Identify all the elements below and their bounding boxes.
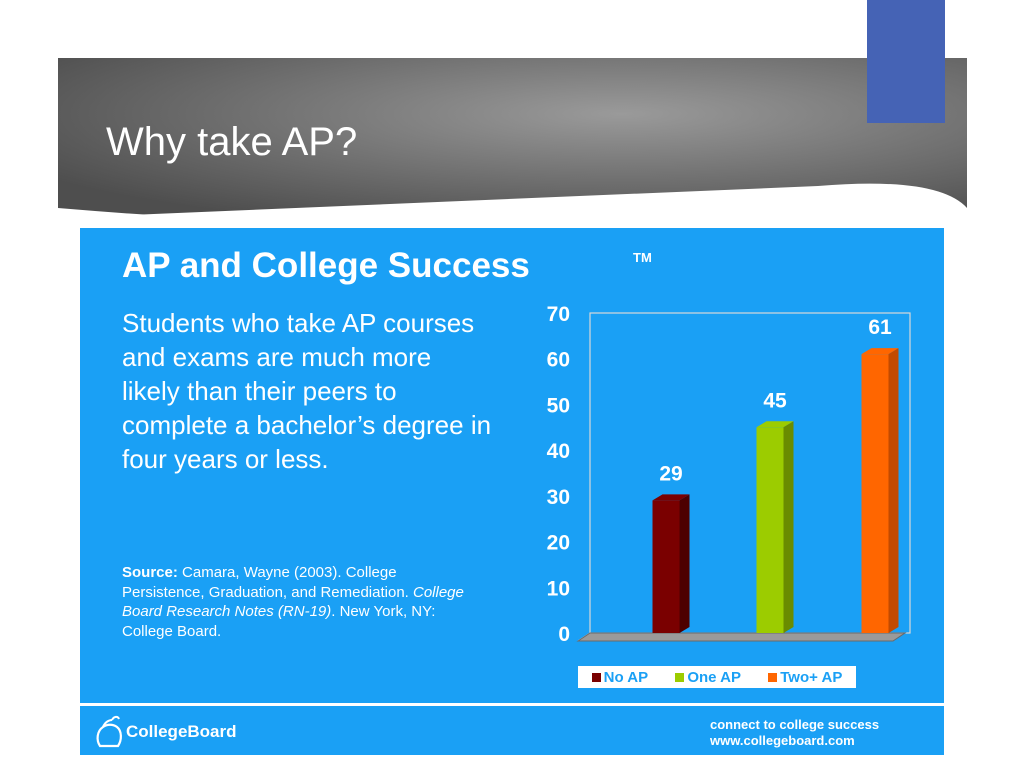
chart-legend: No AP One AP Two+ AP bbox=[578, 666, 856, 688]
source-part1: Camara, Wayne (2003). College Persistenc… bbox=[122, 564, 413, 601]
bar-no-ap bbox=[652, 500, 680, 633]
legend-swatch-two-plus-ap bbox=[768, 672, 778, 682]
tagline-line-2: www.collegeboard.com bbox=[710, 733, 855, 748]
chart-floor bbox=[576, 632, 907, 642]
legend-item-no-ap: No AP bbox=[591, 668, 649, 686]
ap-success-panel: AP and College Success TM Students who t… bbox=[80, 228, 944, 755]
bar-top-face bbox=[652, 494, 690, 501]
data-label: 61 bbox=[868, 316, 892, 339]
bar-side-face bbox=[679, 494, 690, 633]
bar-top-face bbox=[756, 421, 794, 428]
y-tick-label: 10 bbox=[547, 577, 570, 600]
legend-swatch-no-ap bbox=[591, 672, 601, 682]
data-label: 45 bbox=[763, 389, 787, 412]
footer-tagline: connect to college success www.collegebo… bbox=[710, 717, 879, 749]
acorn-logo-icon bbox=[96, 715, 122, 748]
footer-divider bbox=[80, 703, 944, 706]
body-text: Students who take AP courses and exams a… bbox=[122, 308, 492, 474]
accent-block bbox=[867, 0, 945, 123]
bar-one-ap bbox=[756, 427, 784, 633]
source-italic: College Board Research Notes (RN-19) bbox=[122, 583, 464, 621]
tagline-line-1: connect to college success bbox=[710, 717, 880, 732]
bar-top-face bbox=[861, 348, 899, 355]
y-tick-label: 50 bbox=[547, 394, 570, 417]
source-citation: Source: Camara, Wayne (2003). College Pe… bbox=[122, 563, 482, 641]
bar-two-ap bbox=[861, 354, 889, 633]
trademark-mark: TM bbox=[633, 250, 652, 265]
bar-chart: 0 10 20 30 40 50 60 70 29 45 61 bbox=[547, 303, 911, 646]
legend-label-two-plus-ap: Two+ AP bbox=[780, 668, 843, 686]
y-tick-label: 60 bbox=[547, 349, 570, 372]
y-tick-label: 0 bbox=[558, 623, 570, 646]
slide-title: Why take AP? bbox=[106, 120, 358, 164]
data-label: 29 bbox=[659, 462, 682, 485]
bar-side-face bbox=[783, 421, 794, 633]
panel-heading: AP and College Success bbox=[122, 246, 530, 285]
title-banner bbox=[58, 58, 967, 228]
logo-wordmark: CollegeBoard bbox=[126, 722, 237, 741]
y-tick-label: 70 bbox=[547, 303, 570, 326]
legend-item-one-ap: One AP bbox=[675, 669, 741, 686]
legend-label-one-ap: One AP bbox=[687, 668, 741, 686]
bar-side-face bbox=[888, 348, 899, 633]
legend-item-two-plus-ap: Two+ AP bbox=[768, 669, 842, 686]
source-label: Source: bbox=[122, 564, 178, 581]
y-tick-label: 30 bbox=[547, 486, 570, 509]
legend-label-no-ap: No AP bbox=[603, 668, 649, 686]
source-part2: . New York, NY: College Board. bbox=[122, 603, 436, 640]
collegeboard-logo: CollegeBoard bbox=[94, 714, 237, 750]
y-tick-label: 40 bbox=[547, 440, 570, 463]
legend-swatch-one-ap bbox=[675, 672, 685, 682]
y-tick-label: 20 bbox=[547, 532, 570, 555]
